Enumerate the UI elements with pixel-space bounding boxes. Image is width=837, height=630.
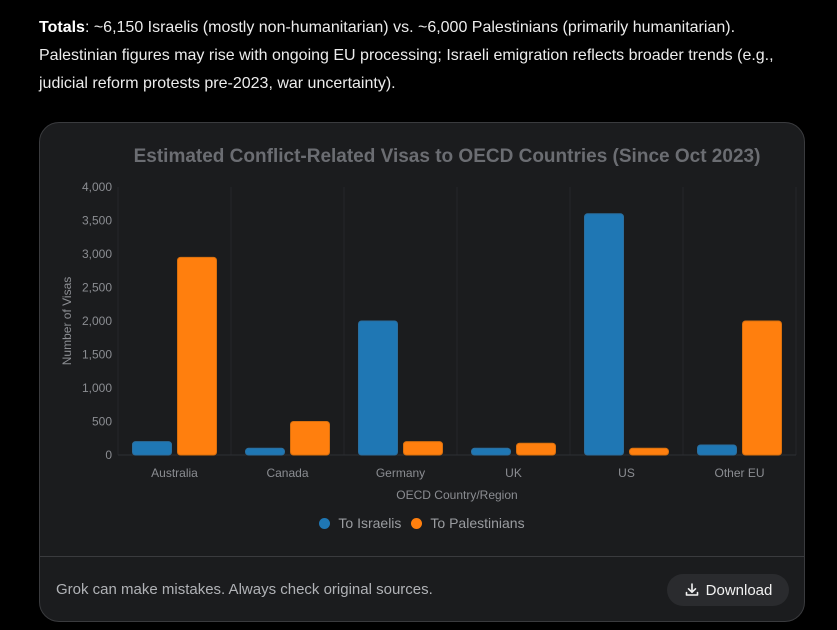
y-tick-label: 1,000 — [82, 381, 112, 395]
download-button[interactable]: Download — [667, 574, 789, 606]
x-tick-label: UK — [505, 466, 522, 480]
y-tick-label: 4,000 — [82, 180, 112, 194]
summary-paragraph: Totals: ~6,150 Israelis (mostly non-huma… — [39, 14, 809, 98]
x-tick-label: Canada — [266, 466, 308, 480]
x-tick-label: Germany — [376, 466, 425, 480]
y-tick-label: 3,000 — [82, 247, 112, 261]
summary-text: : ~6,150 Israelis (mostly non-humanitari… — [39, 19, 774, 92]
bar-israelis — [584, 213, 624, 456]
x-tick-label: US — [618, 466, 635, 480]
chart-title: Estimated Conflict-Related Visas to OECD… — [134, 146, 761, 167]
bar-palestinians — [742, 320, 782, 456]
bar-israelis — [471, 447, 511, 456]
y-tick-label: 500 — [92, 415, 112, 429]
bar-israelis — [132, 441, 172, 456]
chart-legend: To Israelis To Palestinians — [40, 515, 804, 531]
bar-israelis — [697, 444, 737, 456]
bar-palestinians — [177, 256, 217, 456]
disclaimer-text: Grok can make mistakes. Always check ori… — [56, 581, 433, 598]
bar-palestinians — [403, 441, 443, 456]
bar-israelis — [358, 320, 398, 456]
download-label: Download — [705, 581, 773, 599]
legend-item-israelis[interactable]: To Israelis — [319, 515, 401, 531]
bar-israelis — [245, 447, 285, 456]
legend-swatch-palestinians — [411, 517, 423, 529]
legend-swatch-israelis — [319, 517, 331, 529]
y-tick-label: 2,000 — [82, 314, 112, 328]
y-tick-label: 1,500 — [82, 348, 112, 362]
bar-palestinians — [290, 421, 330, 456]
legend-item-palestinians[interactable]: To Palestinians — [411, 515, 525, 531]
bar-palestinians — [629, 447, 669, 456]
legend-label-israelis: To Israelis — [338, 515, 402, 531]
x-axis-label: OECD Country/Region — [396, 488, 517, 502]
y-tick-label: 2,500 — [82, 281, 112, 295]
x-tick-label: Australia — [151, 466, 198, 480]
chart-card: Estimated Conflict-Related Visas to OECD… — [39, 122, 805, 622]
card-footer: Grok can make mistakes. Always check ori… — [40, 556, 804, 621]
y-tick-label: 3,500 — [82, 214, 112, 228]
summary-lead: Totals — [39, 19, 85, 36]
y-tick-label: 0 — [105, 448, 112, 462]
legend-label-palestinians: To Palestinians — [430, 515, 525, 531]
y-axis-label: Number of Visas — [60, 277, 74, 365]
bar-palestinians — [516, 442, 556, 456]
bar-chart: Estimated Conflict-Related Visas to OECD… — [60, 146, 797, 502]
download-icon — [684, 582, 700, 598]
x-tick-label: Other EU — [714, 466, 764, 480]
